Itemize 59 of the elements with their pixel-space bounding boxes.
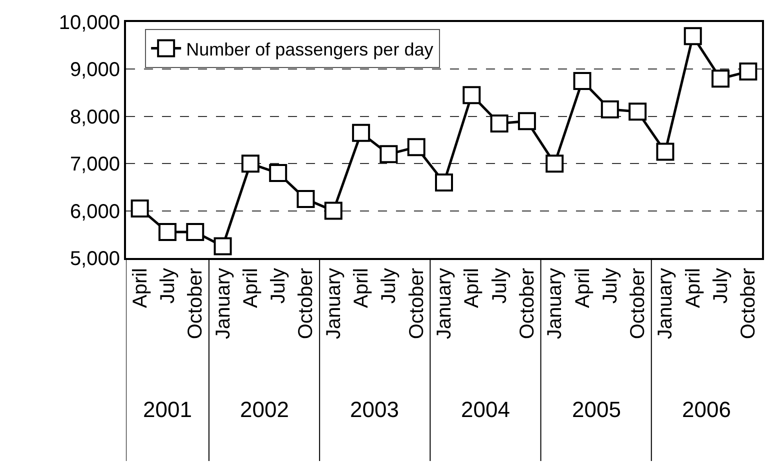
x-tick-label: October <box>295 268 318 340</box>
y-tick-label: 6,000 <box>70 200 120 223</box>
x-tick-label: April <box>350 268 373 308</box>
point <box>352 124 370 142</box>
text: 2006 <box>682 397 731 422</box>
text: 2001 <box>143 397 192 422</box>
point <box>324 202 342 220</box>
x-tick-label: July <box>599 268 622 304</box>
point <box>546 154 564 173</box>
y-tick-label: 5,000 <box>70 248 120 270</box>
x-tick-label: October <box>738 268 760 340</box>
point <box>462 86 481 104</box>
x-tick-label: April <box>240 268 262 308</box>
x-tick-label: April <box>129 268 152 308</box>
y-tick-label: 8,000 <box>70 106 120 128</box>
x-tick-label: October <box>406 268 428 340</box>
x-tick-label: April <box>572 268 594 308</box>
point <box>186 223 204 242</box>
x-tick-label: July <box>710 268 732 304</box>
x-tick-label: October <box>184 268 207 340</box>
point <box>214 237 232 256</box>
legend-label: Number of passengers per day <box>186 39 434 60</box>
x-tick-label: July <box>156 268 179 304</box>
x-tick-label: April <box>461 268 484 308</box>
y-tick-label: 9,000 <box>70 59 120 82</box>
point <box>628 102 647 121</box>
x-tick-label: July <box>378 268 400 304</box>
x-tick-label: July <box>268 268 290 304</box>
point <box>518 112 536 130</box>
point <box>490 114 508 132</box>
x-tick-label: January <box>322 268 345 340</box>
point <box>656 142 674 161</box>
x-tick-label: January <box>212 268 234 340</box>
y-tick-label: 7,000 <box>70 154 120 176</box>
text: 2004 <box>461 397 510 422</box>
point <box>573 72 592 90</box>
point <box>380 145 398 164</box>
text: 2002 <box>240 397 289 422</box>
point <box>435 173 453 192</box>
text: 2005 <box>572 397 621 422</box>
point <box>739 62 758 81</box>
x-tick-label: April <box>682 268 704 308</box>
point <box>241 154 260 173</box>
x-tick-label: October <box>627 268 650 340</box>
point <box>296 190 315 208</box>
x-tick-label: July <box>488 268 511 304</box>
x-tick-label: October <box>516 268 538 340</box>
x-tick-label: January <box>434 268 456 340</box>
point <box>600 100 619 118</box>
point <box>684 27 702 46</box>
text: 2003 <box>350 397 399 422</box>
y-tick-label: 10,000 <box>58 12 120 34</box>
point <box>407 138 426 156</box>
x-tick-label: January <box>654 268 677 340</box>
point <box>130 199 149 218</box>
point <box>158 223 176 242</box>
point <box>712 70 730 88</box>
point <box>269 164 288 182</box>
x-tick-label: January <box>544 268 566 340</box>
